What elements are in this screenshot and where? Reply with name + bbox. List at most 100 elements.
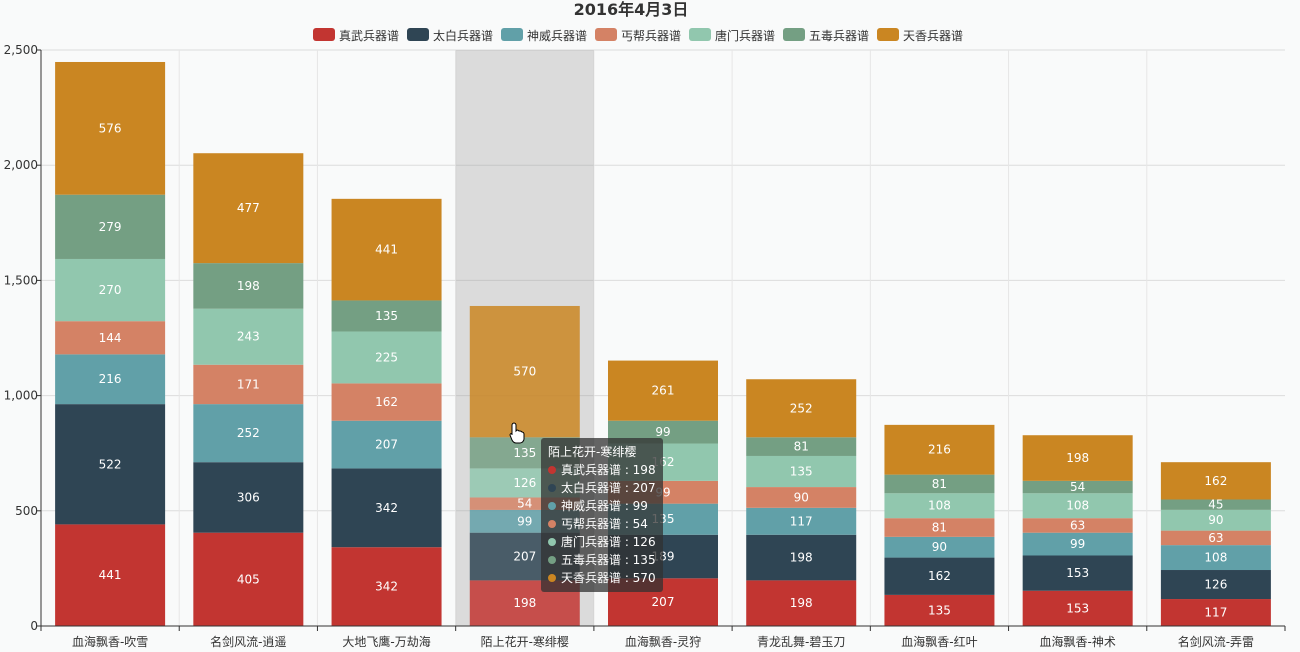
bar-segment[interactable] [1160, 545, 1271, 571]
bar-segment[interactable] [1022, 493, 1133, 519]
bar-segment[interactable] [746, 379, 857, 438]
tooltip-dot [548, 574, 556, 582]
bar-stack[interactable]: 405 306 252 171 243 198 477 [193, 153, 304, 626]
tooltip-item: 五毒兵器谱 : 135 [548, 551, 656, 569]
bar-segment[interactable] [746, 487, 857, 508]
legend-label: 天香兵器谱 [903, 29, 963, 43]
bar-segment[interactable] [193, 263, 304, 309]
bar-stack[interactable]: 135 162 90 81 108 81 216 [884, 424, 995, 626]
bar-segment[interactable] [1160, 499, 1271, 510]
legend-swatch [595, 28, 617, 41]
bar-segment[interactable] [331, 468, 442, 548]
bar-segment[interactable] [469, 305, 580, 438]
bar-segment[interactable] [884, 557, 995, 595]
legend-label: 唐门兵器谱 [715, 28, 775, 43]
bar-value-label: 135 [513, 446, 536, 460]
bar-segment[interactable] [1160, 530, 1271, 546]
bar-segment[interactable] [331, 383, 442, 421]
bar-stack[interactable]: 342 342 207 162 225 135 441 [331, 198, 442, 626]
y-tick-label: 0 [30, 619, 38, 633]
bar-segment[interactable] [331, 420, 442, 469]
legend-item[interactable]: 神威兵器谱 [501, 28, 587, 43]
bar-segment[interactable] [55, 404, 166, 525]
bar-value-label: 45 [1208, 498, 1223, 512]
bar-segment[interactable] [746, 437, 857, 456]
bar-segment[interactable] [884, 594, 995, 626]
bar-segment[interactable] [884, 424, 995, 475]
tooltip-dot [548, 484, 556, 492]
bar-segment[interactable] [1022, 532, 1133, 556]
legend-item[interactable]: 天香兵器谱 [877, 28, 963, 43]
bar-value-label: 90 [794, 490, 809, 504]
tooltip-item-text: 神威兵器谱 : 99 [561, 499, 648, 513]
bar-segment[interactable] [884, 474, 995, 494]
bar-segment[interactable] [1022, 480, 1133, 494]
bar-segment[interactable] [884, 518, 995, 537]
bar-value-label: 108 [1066, 499, 1089, 513]
tooltip-item-text: 五毒兵器谱 : 135 [561, 553, 656, 567]
bar-segment[interactable] [884, 536, 995, 558]
bar-value-label: 99 [1070, 537, 1085, 551]
bar-value-label: 198 [790, 551, 813, 565]
bar-segment[interactable] [1022, 518, 1133, 533]
bar-segment[interactable] [1160, 462, 1271, 500]
bar-segment[interactable] [1160, 570, 1271, 600]
bar-segment[interactable] [55, 354, 166, 405]
bar-segment[interactable] [55, 61, 166, 195]
bar-segment[interactable] [1022, 555, 1133, 591]
bar-segment[interactable] [55, 321, 166, 355]
bar-value-label: 279 [99, 220, 122, 234]
bar-stack[interactable]: 198 198 117 90 135 81 252 [746, 379, 857, 626]
bar-segment[interactable] [193, 364, 304, 405]
bar-segment[interactable] [193, 308, 304, 365]
bar-segment[interactable] [193, 404, 304, 463]
y-tick-label: 500 [15, 504, 38, 518]
bar-value-label: 306 [237, 490, 260, 504]
bar-segment[interactable] [746, 507, 857, 535]
bar-value-label: 270 [99, 283, 122, 297]
bar-value-label: 135 [375, 309, 398, 323]
bar-segment[interactable] [55, 258, 166, 322]
bar-value-label: 198 [790, 596, 813, 610]
bar-segment[interactable] [193, 532, 304, 626]
legend-label: 太白兵器谱 [433, 28, 493, 43]
bar-value-label: 126 [1204, 578, 1227, 592]
bar-segment[interactable] [1022, 590, 1133, 626]
bar-segment[interactable] [1160, 509, 1271, 531]
bar-segment[interactable] [193, 153, 304, 264]
x-tick-label: 名剑风流-逍遥 [210, 634, 286, 649]
bar-segment[interactable] [193, 462, 304, 533]
legend-item[interactable]: 太白兵器谱 [407, 28, 493, 43]
bar-segment[interactable] [331, 547, 442, 626]
bar-value-label: 153 [1066, 601, 1089, 615]
bar-value-label: 108 [1204, 551, 1227, 565]
bar-stack[interactable]: 153 153 99 63 108 54 198 [1022, 435, 1133, 626]
bar-segment[interactable] [331, 198, 442, 301]
legend-item[interactable]: 五毒兵器谱 [783, 28, 869, 43]
bar-segment[interactable] [884, 493, 995, 519]
bar-value-label: 342 [375, 580, 398, 594]
bar-segment[interactable] [746, 455, 857, 488]
bar-segment[interactable] [746, 534, 857, 581]
bar-stack[interactable]: 441 522 216 144 270 279 576 [55, 61, 166, 626]
legend-item[interactable]: 真武兵器谱 [313, 28, 399, 43]
bar-segment[interactable] [746, 580, 857, 626]
bar-value-label: 135 [928, 603, 951, 617]
bar-segment[interactable] [331, 300, 442, 332]
bar-segment[interactable] [331, 331, 442, 384]
bar-segment[interactable] [608, 420, 718, 444]
bar-value-label: 252 [790, 401, 813, 415]
bar-segment[interactable] [55, 524, 166, 626]
legend-item[interactable]: 丐帮兵器谱 [595, 28, 681, 43]
tooltip-dot [548, 556, 556, 564]
legend-swatch [689, 28, 711, 41]
bar-value-label: 162 [928, 569, 951, 583]
legend: 真武兵器谱 太白兵器谱 神威兵器谱 丐帮兵器谱 唐门兵器谱 五毒兵器谱 天香兵器谱 [313, 28, 963, 43]
bar-segment[interactable] [1022, 435, 1133, 481]
bar-segment[interactable] [608, 360, 718, 421]
bar-segment[interactable] [1160, 599, 1271, 626]
x-tick-label: 血海飘香-红叶 [901, 634, 977, 649]
bar-segment[interactable] [55, 194, 166, 259]
legend-item[interactable]: 唐门兵器谱 [689, 28, 775, 43]
